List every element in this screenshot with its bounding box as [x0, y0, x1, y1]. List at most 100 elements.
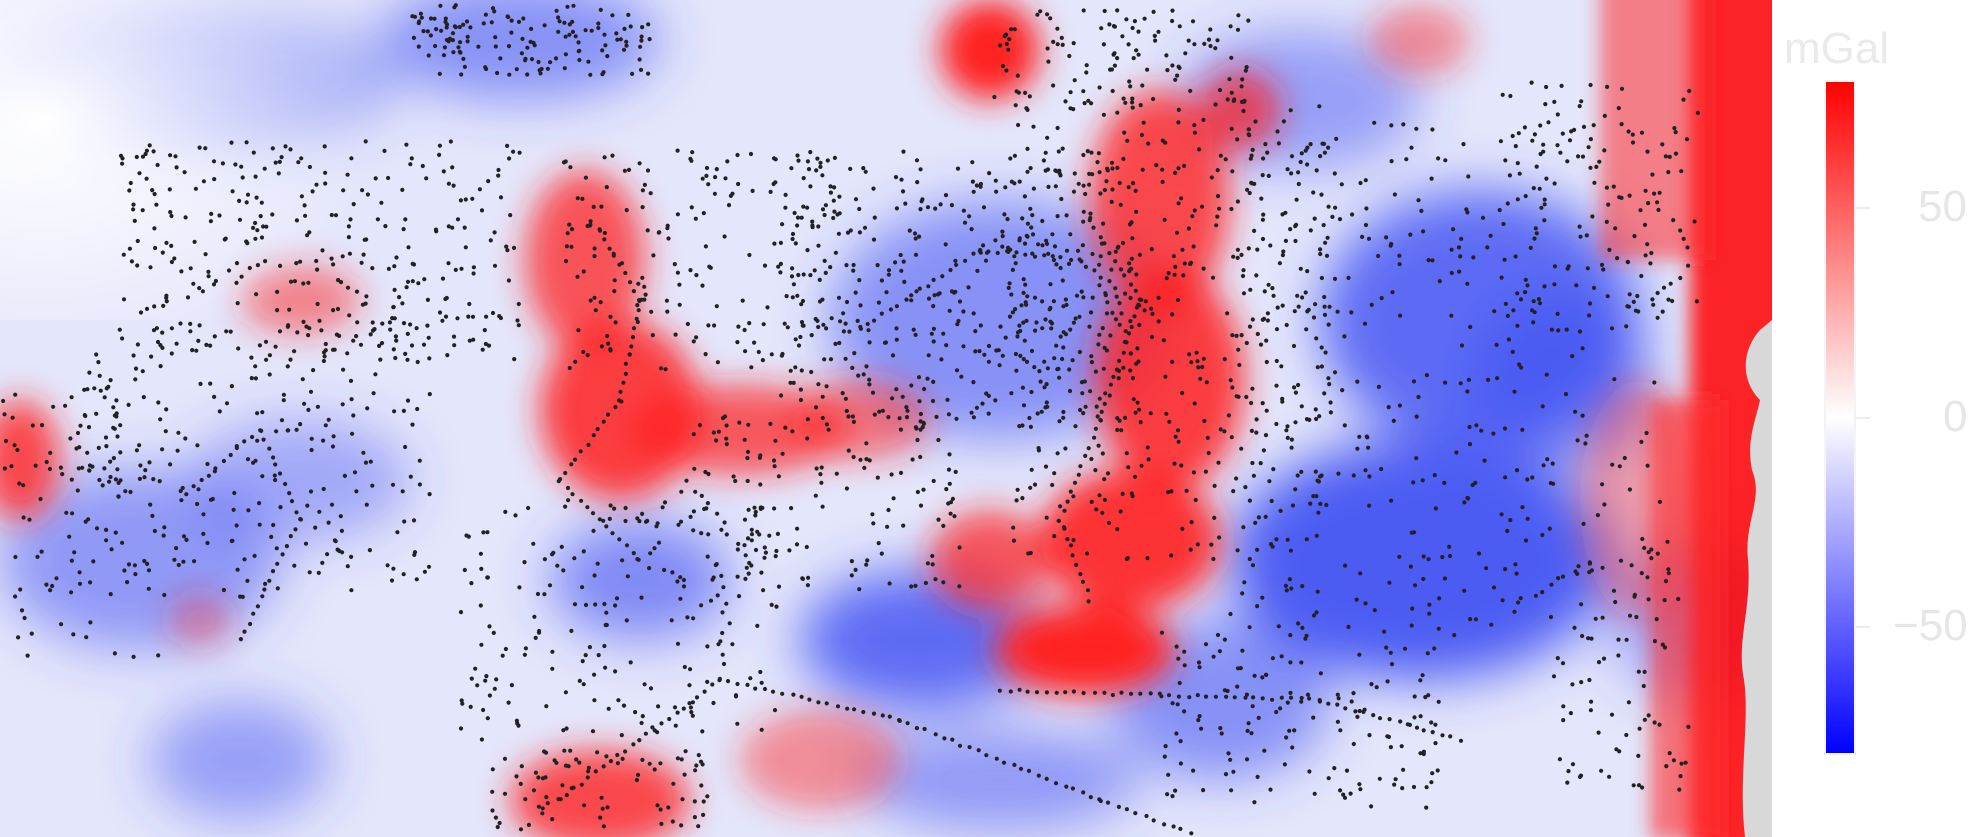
survey-point: [1298, 159, 1303, 165]
survey-point: [1105, 800, 1111, 805]
survey-point: [624, 39, 629, 44]
survey-point: [234, 445, 239, 451]
survey-point: [733, 478, 738, 484]
survey-point: [688, 667, 693, 672]
survey-point: [864, 457, 869, 462]
survey-point: [1159, 694, 1164, 699]
survey-point: [886, 268, 892, 273]
survey-point: [1613, 226, 1618, 231]
survey-point: [1029, 225, 1034, 230]
survey-point: [1254, 273, 1259, 278]
survey-point: [303, 213, 308, 218]
survey-point: [1246, 721, 1251, 726]
survey-point: [699, 603, 704, 608]
survey-point: [851, 454, 856, 460]
survey-point: [737, 420, 742, 425]
survey-point: [939, 357, 944, 362]
survey-point: [905, 408, 910, 413]
survey-point: [784, 294, 789, 299]
survey-point: [904, 297, 909, 302]
survey-point: [1053, 184, 1058, 189]
survey-point: [1113, 317, 1119, 322]
survey-point: [1390, 290, 1395, 295]
survey-point: [453, 25, 458, 30]
survey-point: [558, 797, 563, 802]
survey-point: [667, 716, 672, 722]
survey-point: [918, 503, 924, 508]
survey-point: [178, 321, 183, 326]
survey-point: [938, 202, 943, 207]
survey-point: [1552, 181, 1557, 186]
survey-point: [1465, 281, 1470, 286]
survey-point: [1160, 138, 1165, 143]
survey-point: [203, 252, 208, 257]
survey-point: [1275, 129, 1280, 134]
survey-point: [1436, 699, 1441, 704]
survey-point: [1011, 525, 1016, 530]
survey-point: [561, 568, 566, 573]
survey-point: [1211, 556, 1216, 562]
survey-point: [1113, 286, 1118, 291]
survey-point: [761, 588, 766, 593]
survey-point: [814, 466, 819, 471]
survey-point: [628, 24, 633, 29]
survey-point: [833, 341, 838, 346]
survey-point: [691, 509, 697, 514]
survey-point: [151, 477, 156, 482]
survey-point: [1203, 694, 1209, 699]
survey-point: [656, 540, 662, 545]
survey-point: [485, 530, 490, 535]
survey-point: [563, 504, 568, 509]
survey-point: [931, 304, 936, 309]
survey-point: [602, 155, 607, 160]
survey-point: [1020, 496, 1025, 501]
survey-point: [699, 493, 704, 498]
survey-point: [498, 56, 503, 61]
survey-point: [315, 301, 320, 307]
survey-point: [1255, 774, 1260, 780]
survey-point: [711, 430, 716, 435]
survey-point: [168, 462, 173, 467]
survey-point: [1260, 401, 1265, 406]
survey-point: [1531, 299, 1536, 304]
survey-point: [706, 471, 711, 477]
survey-point: [1583, 441, 1588, 446]
survey-point: [211, 159, 217, 164]
survey-point: [1601, 267, 1606, 272]
survey-point: [598, 815, 603, 820]
survey-point: [1013, 351, 1019, 357]
survey-point: [819, 465, 824, 470]
survey-point: [801, 204, 806, 209]
survey-point: [518, 781, 523, 787]
survey-point: [1018, 353, 1023, 358]
survey-point: [828, 357, 834, 362]
survey-point: [391, 304, 396, 310]
survey-point: [597, 517, 602, 522]
survey-point: [808, 150, 813, 155]
survey-point: [1139, 132, 1144, 138]
survey-point: [857, 278, 862, 283]
survey-point: [799, 694, 804, 699]
survey-point: [362, 237, 367, 242]
survey-point: [1118, 202, 1123, 207]
survey-point: [1175, 73, 1180, 78]
survey-point: [1125, 138, 1130, 143]
survey-point: [1054, 262, 1059, 267]
survey-point: [244, 140, 249, 145]
survey-point: [388, 327, 393, 332]
survey-point: [333, 213, 339, 218]
survey-point: [712, 323, 717, 328]
survey-point: [562, 748, 567, 753]
survey-point: [884, 290, 889, 295]
survey-point: [1052, 244, 1058, 249]
survey-point: [245, 457, 251, 462]
survey-point: [706, 182, 711, 187]
survey-point: [456, 45, 461, 50]
survey-point: [580, 196, 585, 201]
survey-point: [510, 149, 516, 154]
survey-point: [234, 280, 239, 285]
survey-point: [569, 462, 574, 467]
survey-point: [367, 548, 372, 553]
survey-point: [1418, 714, 1423, 719]
survey-point: [306, 407, 311, 412]
